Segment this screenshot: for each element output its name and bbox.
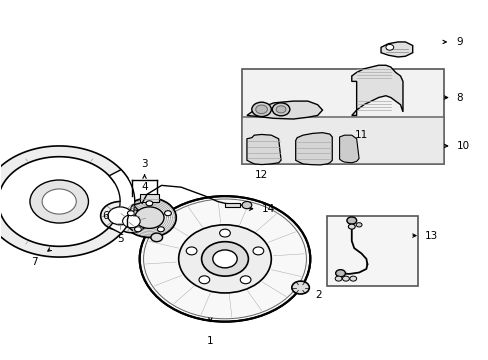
Circle shape <box>201 242 248 276</box>
Circle shape <box>157 227 164 232</box>
Circle shape <box>347 224 354 229</box>
Polygon shape <box>339 135 358 163</box>
Circle shape <box>134 227 141 232</box>
Circle shape <box>135 207 163 228</box>
Text: 2: 2 <box>315 291 321 301</box>
Circle shape <box>122 198 176 237</box>
Circle shape <box>252 247 263 255</box>
Circle shape <box>178 225 271 293</box>
Circle shape <box>30 180 88 223</box>
Text: 3: 3 <box>141 159 147 169</box>
Circle shape <box>251 102 271 117</box>
Circle shape <box>385 44 393 50</box>
Circle shape <box>242 202 251 209</box>
Circle shape <box>346 217 356 224</box>
Circle shape <box>272 103 289 116</box>
Circle shape <box>219 229 230 237</box>
Polygon shape <box>109 170 135 233</box>
Text: 9: 9 <box>456 37 462 47</box>
Text: 4: 4 <box>141 182 147 192</box>
Polygon shape <box>351 65 402 116</box>
Circle shape <box>140 196 310 321</box>
Text: 8: 8 <box>456 93 462 103</box>
Bar <box>224 203 239 207</box>
Polygon shape <box>246 134 281 165</box>
Text: 7: 7 <box>31 257 38 267</box>
Bar <box>327 216 417 286</box>
Circle shape <box>355 223 361 227</box>
Text: 6: 6 <box>102 211 109 221</box>
Text: 11: 11 <box>354 130 367 140</box>
Circle shape <box>101 202 140 230</box>
Text: 1: 1 <box>206 336 213 346</box>
Polygon shape <box>0 146 127 257</box>
Text: 13: 13 <box>424 231 437 240</box>
Polygon shape <box>380 42 412 57</box>
Circle shape <box>212 250 237 268</box>
Text: 5: 5 <box>117 234 123 244</box>
Circle shape <box>164 211 171 216</box>
Circle shape <box>276 106 285 113</box>
Polygon shape <box>246 101 322 119</box>
Bar <box>140 194 159 202</box>
Text: 12: 12 <box>254 170 267 180</box>
Circle shape <box>42 189 76 214</box>
Bar <box>242 69 444 164</box>
Circle shape <box>255 105 267 114</box>
Circle shape <box>186 247 197 255</box>
Bar <box>242 117 444 164</box>
Circle shape <box>334 276 341 281</box>
Circle shape <box>108 207 132 225</box>
Circle shape <box>146 201 153 206</box>
Circle shape <box>349 276 356 281</box>
Text: 14: 14 <box>261 204 274 214</box>
Text: 10: 10 <box>456 141 469 151</box>
Circle shape <box>116 210 147 233</box>
Circle shape <box>291 281 309 294</box>
Circle shape <box>342 276 348 281</box>
Polygon shape <box>295 133 331 165</box>
Circle shape <box>127 211 134 216</box>
Circle shape <box>199 276 209 284</box>
Circle shape <box>151 233 162 242</box>
Circle shape <box>122 215 140 228</box>
Circle shape <box>240 276 250 284</box>
Circle shape <box>335 270 345 277</box>
